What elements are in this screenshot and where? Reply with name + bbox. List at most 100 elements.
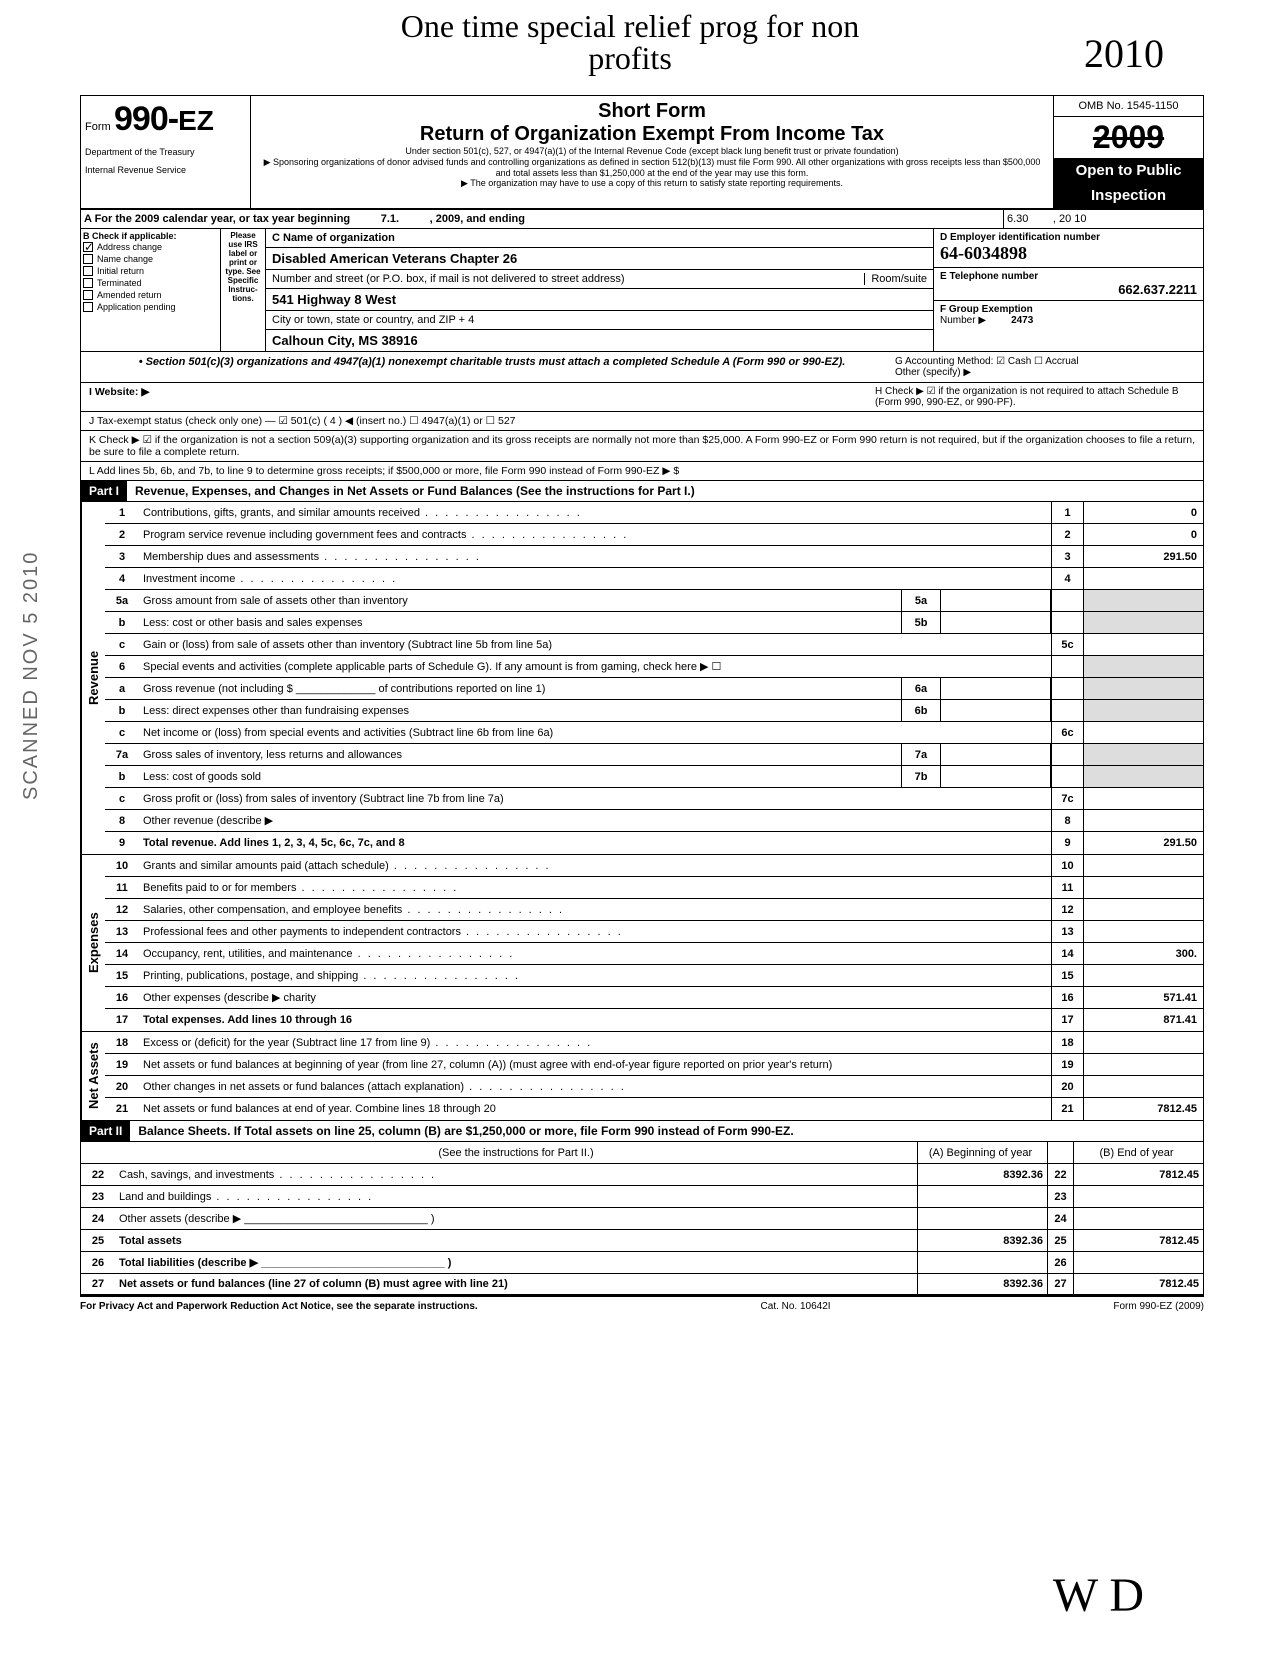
bal-col-a: 8392.36 — [917, 1274, 1047, 1294]
line-num: 21 — [105, 1103, 139, 1115]
revenue-side-label: Revenue — [81, 502, 105, 854]
bal-col-a — [917, 1252, 1047, 1273]
header-left: Form 990-EZ Department of the Treasury I… — [81, 96, 251, 208]
line-val — [1083, 788, 1203, 809]
bal-col-b: 7812.45 — [1073, 1274, 1203, 1294]
check-initial-return[interactable] — [83, 266, 93, 276]
line-text: Investment income — [139, 571, 1051, 587]
line-num: 20 — [105, 1081, 139, 1093]
page-footer: For Privacy Act and Paperwork Reduction … — [80, 1297, 1204, 1316]
part1-label: Part I — [81, 481, 127, 501]
bal-col-b — [1073, 1186, 1203, 1207]
short-form-title: Short Form — [259, 100, 1045, 123]
catalog-number: Cat. No. 10642I — [761, 1301, 831, 1312]
bal-num: 24 — [81, 1213, 115, 1225]
privacy-notice: For Privacy Act and Paperwork Reduction … — [80, 1301, 478, 1312]
line-num: c — [105, 793, 139, 805]
line-num: 2 — [105, 529, 139, 541]
col-c-org-info: C Name of organization Disabled American… — [266, 229, 933, 351]
group-exemption-label2: Number ▶ — [940, 315, 986, 326]
col-b-header: (B) End of year — [1073, 1142, 1203, 1163]
part2-label: Part II — [81, 1121, 130, 1141]
col-right-def: D Employer identification number64-60348… — [933, 229, 1203, 351]
section-note-text: • Section 501(c)(3) organizations and 49… — [89, 356, 895, 378]
line-box: 2 — [1051, 524, 1083, 545]
line-box: 10 — [1051, 855, 1083, 876]
irs-label-instruction: Please use IRS label or print or type. S… — [221, 229, 266, 351]
net-assets-side-label: Net Assets — [81, 1032, 105, 1120]
line-val — [1083, 965, 1203, 986]
scanned-stamp: SCANNED NOV 5 2010 — [20, 551, 43, 800]
line-val — [1083, 877, 1203, 898]
addr-value: 541 Highway 8 West — [272, 292, 396, 307]
line-text: Membership dues and assessments — [139, 549, 1051, 565]
line-text: Printing, publications, postage, and shi… — [139, 968, 1051, 984]
line-text: Other changes in net assets or fund bala… — [139, 1079, 1051, 1095]
website-label: I Website: ▶ — [89, 386, 179, 408]
bal-col-a: 8392.36 — [917, 1164, 1047, 1185]
entity-block: B Check if applicable: Address change Na… — [81, 229, 1203, 352]
line-val-shaded — [1083, 700, 1203, 721]
line-box: 14 — [1051, 943, 1083, 964]
part1-header-row: Part I Revenue, Expenses, and Changes in… — [81, 481, 1203, 502]
check-pending[interactable] — [83, 302, 93, 312]
line-num: 9 — [105, 837, 139, 849]
line-box: 19 — [1051, 1054, 1083, 1075]
row-a-begin: 7.1. — [381, 213, 399, 225]
col-b-header: B Check if applicable: — [83, 231, 218, 241]
form-label: Form — [85, 121, 111, 133]
line-box: 11 — [1051, 877, 1083, 898]
row-a-end-month: 6.30 — [1007, 213, 1028, 225]
line-val: 291.50 — [1083, 546, 1203, 567]
line-val — [1083, 1076, 1203, 1097]
line-text: Gain or (loss) from sale of assets other… — [139, 637, 1051, 653]
line-box: 21 — [1051, 1098, 1083, 1120]
line-val-shaded — [1083, 744, 1203, 765]
line-subval — [941, 590, 1051, 611]
line-box: 6c — [1051, 722, 1083, 743]
tax-year: 2009 — [1054, 117, 1203, 158]
check-name-change[interactable] — [83, 254, 93, 264]
check-address-change[interactable] — [83, 242, 93, 252]
line-box: 17 — [1051, 1009, 1083, 1031]
check-label-3: Terminated — [97, 278, 142, 288]
form-number-ez: EZ — [178, 105, 214, 136]
line-text: Special events and activities (complete … — [139, 658, 1051, 675]
line-box: 16 — [1051, 987, 1083, 1008]
line-num: b — [105, 705, 139, 717]
form-990ez: Form 990-EZ Department of the Treasury I… — [80, 95, 1204, 1297]
line-num: 14 — [105, 948, 139, 960]
part2-instr: (See the instructions for Part II.) — [115, 1145, 917, 1161]
part2-header-row: Part II Balance Sheets. If Total assets … — [81, 1121, 1203, 1142]
bal-col-b — [1073, 1208, 1203, 1229]
check-label-2: Initial return — [97, 266, 144, 276]
check-amended[interactable] — [83, 290, 93, 300]
line-box: 13 — [1051, 921, 1083, 942]
bal-col-a: 8392.36 — [917, 1230, 1047, 1251]
bal-col-b: 7812.45 — [1073, 1230, 1203, 1251]
copy-note: ▶ The organization may have to use a cop… — [259, 178, 1045, 189]
bal-num: 25 — [81, 1235, 115, 1247]
bal-num: 22 — [81, 1169, 115, 1181]
line-box-shaded — [1051, 678, 1083, 699]
accounting-method: G Accounting Method: ☑ Cash ☐ Accrual — [895, 356, 1195, 367]
line-box: 4 — [1051, 568, 1083, 589]
line-text: Salaries, other compensation, and employ… — [139, 902, 1051, 918]
line-num: 5a — [105, 595, 139, 607]
line-text: Gross sales of inventory, less returns a… — [139, 747, 901, 763]
line-val: 871.41 — [1083, 1009, 1203, 1031]
line-subval — [941, 744, 1051, 765]
check-label-4: Amended return — [97, 290, 162, 300]
bal-col-b — [1073, 1252, 1203, 1273]
form-number-990: 990- — [114, 100, 178, 138]
line-val-shaded — [1083, 656, 1203, 677]
handwritten-title: One time special relief prog for non pro… — [380, 10, 880, 74]
line-val — [1083, 810, 1203, 831]
bal-num: 27 — [81, 1278, 115, 1290]
bal-text: Total liabilities (describe ▶ __________… — [115, 1254, 917, 1271]
check-terminated[interactable] — [83, 278, 93, 288]
check-label-1: Name change — [97, 254, 153, 264]
dept-treasury: Department of the Treasury — [85, 147, 246, 157]
line-val — [1083, 921, 1203, 942]
line-text: Net assets or fund balances at beginning… — [139, 1057, 1051, 1073]
